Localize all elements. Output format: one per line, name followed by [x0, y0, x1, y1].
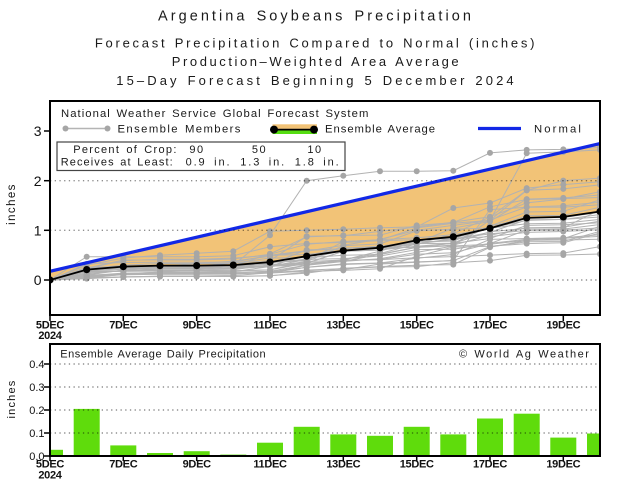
- svg-text:Argentina Soybeans Precipitati: Argentina Soybeans Precipitation: [158, 9, 474, 25]
- svg-text:1: 1: [34, 223, 42, 239]
- svg-text:7DEC: 7DEC: [109, 459, 137, 471]
- svg-text:1.3 in.: 1.3 in.: [240, 157, 286, 169]
- svg-text:Forecast Precipitation Compare: Forecast Precipitation Compared to Norma…: [95, 36, 537, 51]
- svg-text:0.0: 0.0: [29, 451, 44, 463]
- svg-text:11DEC: 11DEC: [253, 459, 287, 471]
- svg-text:15–Day Forecast Beginning 5 De: 15–Day Forecast Beginning 5 December 202…: [116, 73, 516, 88]
- svg-text:0.2: 0.2: [29, 405, 44, 417]
- svg-text:1.8 in.: 1.8 in.: [295, 157, 341, 169]
- svg-text:2024: 2024: [38, 470, 62, 482]
- svg-text:3: 3: [34, 123, 42, 139]
- svg-text:9DEC: 9DEC: [183, 320, 211, 332]
- svg-text:11DEC: 11DEC: [253, 320, 287, 332]
- svg-text:50: 50: [252, 144, 267, 156]
- svg-text:Receives at Least:: Receives at Least:: [61, 157, 174, 169]
- svg-text:19DEC: 19DEC: [546, 320, 580, 332]
- svg-text:90: 90: [189, 144, 204, 156]
- svg-text:15DEC: 15DEC: [400, 459, 434, 471]
- svg-text:2: 2: [34, 173, 42, 189]
- svg-text:7DEC: 7DEC: [109, 320, 137, 332]
- svg-text:inches: inches: [6, 380, 18, 419]
- svg-text:9DEC: 9DEC: [183, 459, 211, 471]
- svg-text:5DEC: 5DEC: [36, 320, 64, 332]
- svg-text:0.9 in.: 0.9 in.: [186, 157, 232, 169]
- svg-text:10: 10: [307, 144, 322, 156]
- svg-text:0.1: 0.1: [29, 428, 44, 440]
- svg-text:0: 0: [34, 272, 42, 288]
- svg-text:0.4: 0.4: [29, 359, 44, 371]
- svg-text:National Weather Service Globa: National Weather Service Global Forecast…: [61, 108, 369, 120]
- svg-text:17DEC: 17DEC: [473, 320, 507, 332]
- svg-text:2024: 2024: [38, 330, 62, 342]
- svg-text:15DEC: 15DEC: [400, 320, 434, 332]
- svg-text:Normal: Normal: [534, 124, 583, 136]
- svg-text:13DEC: 13DEC: [326, 320, 360, 332]
- svg-text:19DEC: 19DEC: [546, 459, 580, 471]
- svg-text:Ensemble Average: Ensemble Average: [325, 124, 436, 136]
- svg-text:inches: inches: [6, 183, 18, 225]
- svg-text:13DEC: 13DEC: [326, 459, 360, 471]
- svg-text:5DEC: 5DEC: [36, 459, 64, 471]
- svg-text:© World Ag Weather: © World Ag Weather: [459, 349, 591, 361]
- svg-text:17DEC: 17DEC: [473, 459, 507, 471]
- svg-text:Percent of Crop:: Percent of Crop:: [73, 144, 178, 156]
- svg-text:Production–Weighted Area Avera: Production–Weighted Area Average: [172, 54, 461, 69]
- svg-text:Ensemble Average Daily Precipi: Ensemble Average Daily Precipitation: [60, 349, 266, 361]
- svg-text:Ensemble Members: Ensemble Members: [118, 124, 242, 136]
- svg-text:0.3: 0.3: [29, 382, 44, 394]
